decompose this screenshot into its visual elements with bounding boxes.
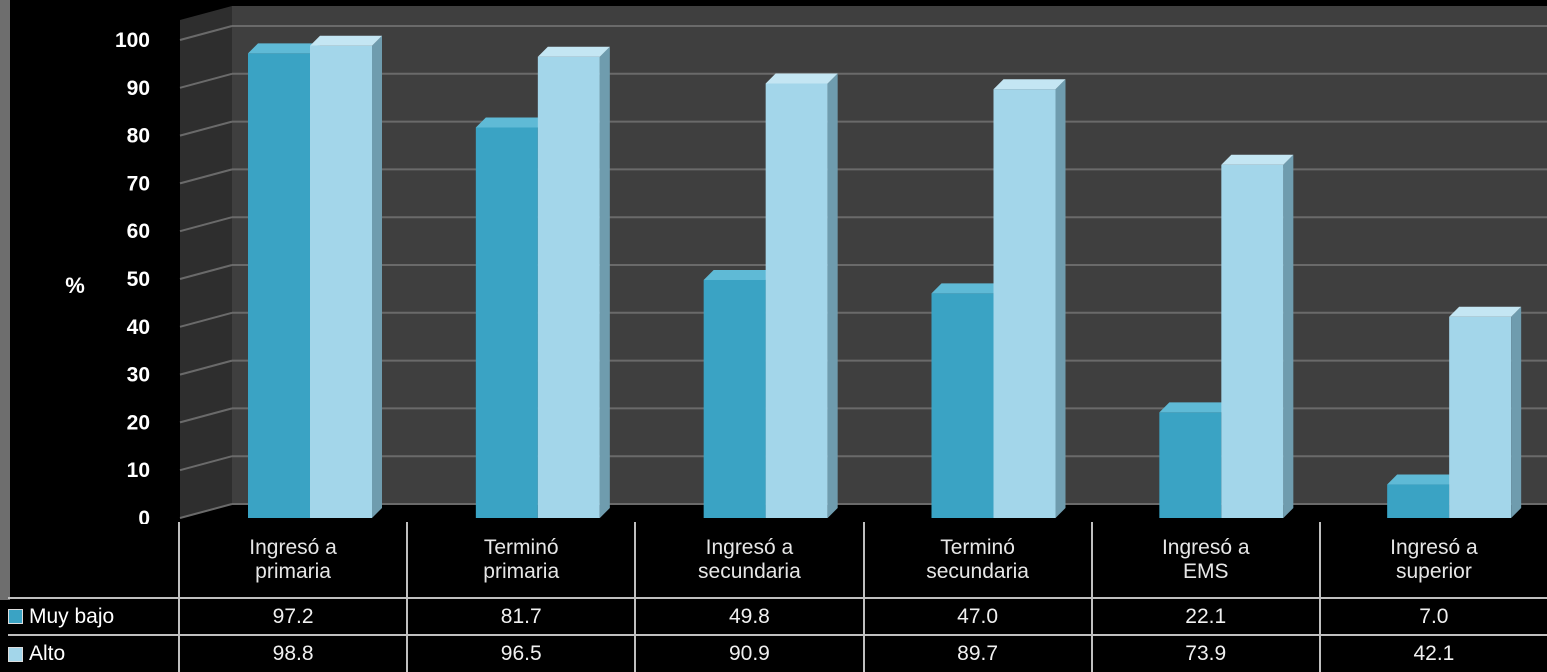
data-value-cell: 89.7 — [862, 636, 1091, 672]
category-label: Terminó primaria — [406, 522, 634, 597]
category-label-line: Ingresó a — [249, 535, 337, 559]
category-label-line: primaria — [255, 559, 331, 583]
y-tick-label: 10 — [127, 459, 150, 482]
gridline-side — [179, 264, 233, 280]
gridline-side — [179, 407, 233, 424]
y-tick-label: 80 — [127, 125, 150, 148]
category-label: Terminó secundaria — [862, 522, 1091, 597]
category-label-line: Terminó — [483, 535, 559, 559]
gridline-side — [179, 168, 233, 185]
data-value-cell: 81.7 — [406, 599, 634, 634]
bar-muy-bajo-3 — [931, 283, 1004, 518]
category-label-line: EMS — [1182, 559, 1229, 583]
bar-muy-bajo-0 — [248, 43, 320, 518]
series-legend-label: Alto — [8, 636, 65, 672]
category-label-line: Ingresó a — [1390, 535, 1478, 559]
bar-muy-bajo-2 — [703, 269, 776, 518]
category-label: Ingresó a EMS — [1090, 522, 1319, 597]
plot-area — [180, 6, 1547, 518]
data-value-cell: 73.9 — [1090, 636, 1319, 672]
gridline-side — [179, 25, 233, 41]
category-label-line: Terminó — [940, 535, 1015, 559]
legend-swatch — [8, 646, 23, 662]
y-axis-label: % — [65, 273, 85, 298]
bar-alto-0 — [310, 35, 382, 519]
series-name: Alto — [29, 642, 66, 665]
category-label-line: superior — [1395, 559, 1472, 583]
data-value-cell: 22.1 — [1090, 599, 1319, 634]
data-value-cell: 96.5 — [406, 636, 634, 672]
category-label-line: Ingresó a — [1161, 535, 1250, 559]
table-divider — [8, 597, 1547, 599]
table-divider — [8, 634, 1547, 636]
category-label-line: primaria — [483, 559, 560, 583]
category-label-line: Ingresó a — [705, 535, 794, 559]
gridline-side — [179, 359, 233, 376]
bar-chart: 0 10 20 30 40 50 60 70 80 90 100 % — [65, 6, 1547, 524]
y-tick-label: 0 — [138, 507, 150, 524]
bar-alto-5 — [1449, 306, 1522, 518]
bar-alto-3 — [993, 79, 1066, 518]
y-tick-label: 70 — [127, 172, 150, 195]
y-tick-label: 40 — [127, 316, 150, 339]
data-value-cell: 42.1 — [1318, 636, 1547, 672]
gridline-side — [179, 455, 233, 472]
plot-back-wall — [232, 6, 1547, 504]
y-tick-label: 90 — [127, 77, 150, 100]
plot-side-wall — [180, 6, 232, 518]
gridline-side — [179, 311, 233, 328]
bar-muy-bajo-5 — [1387, 474, 1460, 518]
y-tick-label: 20 — [127, 411, 150, 434]
data-table: Ingresó a primaria Terminó primaria Ingresó … — [0, 522, 1547, 672]
y-tick-label: 60 — [127, 220, 150, 243]
legend-swatch — [8, 609, 23, 624]
series-legend-label: Muy bajo — [8, 599, 114, 634]
y-tick-label: 30 — [127, 364, 150, 387]
category-header-row: Ingresó a primaria Terminó primaria Ingresó … — [0, 522, 1547, 597]
series-row-muy-bajo: Muy bajo 97.2 81.7 49.8 47.0 22.1 7.0 — [0, 599, 1547, 634]
bar-alto-2 — [765, 73, 838, 519]
data-value-cell: 47.0 — [862, 599, 1091, 634]
left-border-strip — [0, 0, 10, 600]
y-tick-label: 50 — [127, 268, 150, 291]
series-name: Muy bajo — [29, 604, 115, 628]
data-value-cell: 49.8 — [634, 599, 862, 634]
data-value-cell: 97.2 — [178, 599, 406, 634]
category-label: Ingresó a primaria — [178, 522, 406, 597]
bars — [248, 35, 1522, 519]
data-value-cell: 90.9 — [634, 636, 862, 672]
category-label-line: secundaria — [698, 559, 801, 583]
bar-muy-bajo-4 — [1159, 402, 1232, 518]
gridline-side — [179, 216, 233, 233]
data-value-cell: 7.0 — [1318, 599, 1547, 634]
bar-alto-1 — [537, 46, 610, 518]
gridline-side — [179, 503, 233, 519]
category-label: Ingresó a superior — [1318, 522, 1547, 597]
bar-alto-4 — [1221, 154, 1294, 518]
gridlines — [179, 25, 1547, 519]
gridline-side — [179, 72, 233, 89]
category-label-line: secundaria — [926, 559, 1029, 583]
category-label: Ingresó a secundaria — [634, 522, 862, 597]
gridline-side — [179, 120, 233, 137]
data-value-cell: 98.8 — [178, 636, 406, 672]
bar-muy-bajo-1 — [475, 117, 548, 518]
y-tick-label: 100 — [115, 29, 150, 52]
y-axis-ticks: 0 10 20 30 40 50 60 70 80 90 100 — [115, 29, 150, 524]
series-row-alto: Alto 98.8 96.5 90.9 89.7 73.9 42.1 — [0, 636, 1547, 672]
